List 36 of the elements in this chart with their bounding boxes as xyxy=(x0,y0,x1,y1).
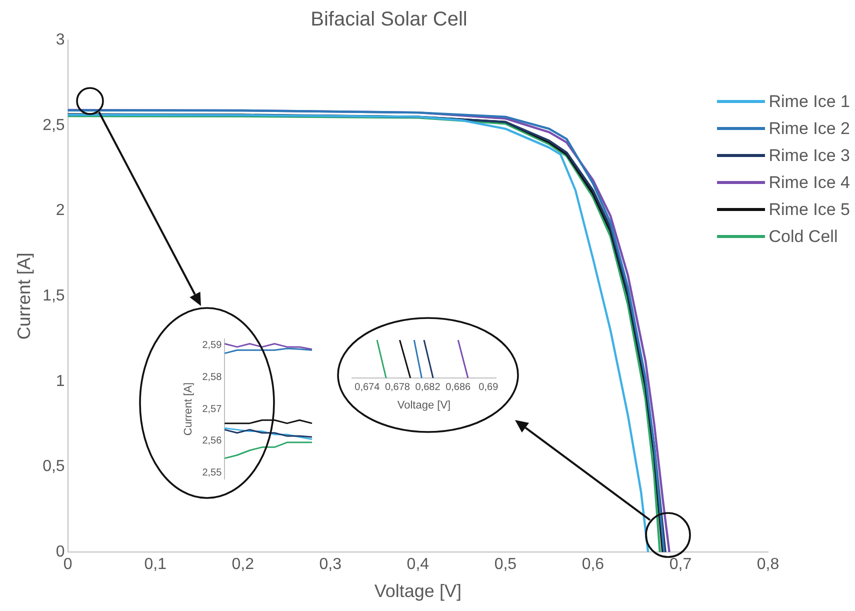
x-tick-label: 0,682 xyxy=(415,382,441,393)
x-tick-label: 0,8 xyxy=(756,556,780,574)
y-tick-label: 3 xyxy=(56,31,65,48)
y-tick-label: 0,5 xyxy=(42,458,65,476)
y-tick-label: 2,58 xyxy=(202,372,222,383)
x-tick-label: 0,2 xyxy=(232,556,254,574)
y-tick-label: 2,55 xyxy=(202,467,222,478)
legend-label: Rime Ice 1 xyxy=(768,92,850,112)
y-tick-label: 2,59 xyxy=(202,340,222,352)
y-tick-label: 1,5 xyxy=(42,288,65,305)
y-axis-title: Current [A] xyxy=(14,252,34,340)
legend-label: Rime Ice 3 xyxy=(768,146,850,166)
x-tick-label: 0,674 xyxy=(354,382,380,393)
legend-label: Rime Ice 5 xyxy=(768,200,850,220)
chart-title: Bifacial Solar Cell xyxy=(310,8,468,31)
x-tick-label: 0,6 xyxy=(582,556,604,574)
x-tick-label: 0,69 xyxy=(478,382,499,393)
x-tick-label: 0,686 xyxy=(446,382,472,393)
legend-label: Rime Ice 2 xyxy=(768,118,850,138)
x-axis-title: Voltage [V] xyxy=(374,581,462,602)
x-tick-label: 0,5 xyxy=(494,556,517,574)
x-axis-title: Voltage [V] xyxy=(397,399,451,412)
x-tick-label: 0,4 xyxy=(406,556,430,574)
x-tick-label: 0,7 xyxy=(669,556,692,574)
x-tick-label: 0,678 xyxy=(384,382,410,393)
x-tick-label: 0,3 xyxy=(319,556,342,574)
y-tick-label: 1 xyxy=(56,372,65,390)
y-tick-label: 2,56 xyxy=(202,436,222,447)
y-tick-label: 2,5 xyxy=(42,116,65,134)
y-tick-label: 0 xyxy=(56,544,65,561)
y-tick-label: 2 xyxy=(56,202,65,220)
y-tick-label: 2,57 xyxy=(202,404,222,415)
y-axis-title: Current [A] xyxy=(182,382,195,436)
legend-label: Rime Ice 4 xyxy=(768,172,850,192)
x-tick-label: 0,1 xyxy=(144,556,167,574)
legend-label: Cold Cell xyxy=(768,226,838,246)
